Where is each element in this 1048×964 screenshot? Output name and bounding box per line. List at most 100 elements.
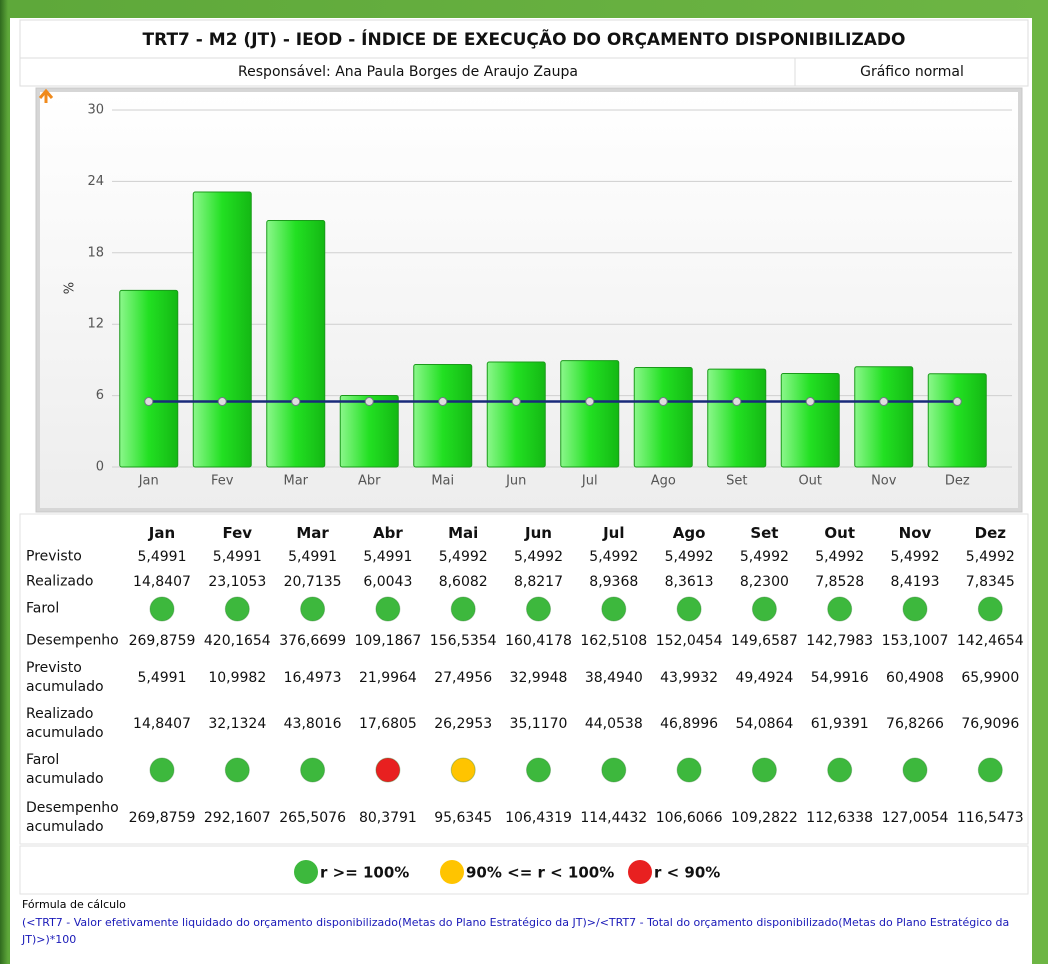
line-point xyxy=(732,397,742,407)
column-header: Dez xyxy=(974,524,1006,542)
page-title: TRT7 - M2 (JT) - IEOD - ÍNDICE DE EXECUÇ… xyxy=(143,27,906,50)
line-point xyxy=(291,397,301,407)
cell: 109,2822 xyxy=(730,810,798,826)
cell: 162,5108 xyxy=(580,633,648,649)
cell: 269,8759 xyxy=(128,810,196,826)
cell: 61,9391 xyxy=(810,716,869,732)
cell: 156,5354 xyxy=(429,633,497,649)
responsible: Responsável: Ana Paula Borges de Araujo … xyxy=(238,64,578,80)
cell: 16,4973 xyxy=(283,670,342,686)
x-tick-label: Mar xyxy=(283,474,308,489)
cell: 109,1867 xyxy=(354,633,422,649)
cell: 269,8759 xyxy=(128,633,196,649)
cell: 38,4940 xyxy=(584,670,643,686)
cell: 60,4908 xyxy=(886,670,944,686)
cell: 5,4991 xyxy=(288,549,338,565)
cell: 5,4991 xyxy=(212,549,262,565)
formula-text: (<TRT7 - Valor efetivamente liquidado do… xyxy=(22,916,1010,946)
status-light xyxy=(751,757,777,783)
cell: 153,1007 xyxy=(881,633,949,649)
status-light xyxy=(977,757,1003,783)
x-tick-label: Mai xyxy=(431,474,454,489)
column-header: Jun xyxy=(525,524,552,542)
x-tick-label: Dez xyxy=(945,474,970,489)
cell: 8,8217 xyxy=(514,574,563,590)
bar xyxy=(339,395,399,468)
cell: 152,0454 xyxy=(655,633,723,649)
row-label: Previsto xyxy=(26,548,82,565)
cell: 35,1170 xyxy=(509,716,568,732)
cell: 65,9900 xyxy=(961,670,1020,686)
column-header: Set xyxy=(750,524,779,542)
column-header: Ago xyxy=(672,524,706,542)
cell: 8,3613 xyxy=(664,574,714,590)
cell: 6,0043 xyxy=(363,574,413,590)
view-box[interactable] xyxy=(794,57,1029,87)
status-light xyxy=(224,596,250,622)
cell: 5,4992 xyxy=(815,549,865,565)
status-light xyxy=(601,596,627,622)
cell: 149,6587 xyxy=(730,633,798,649)
x-tick-label: Ago xyxy=(651,474,676,489)
view-mode[interactable]: Gráfico normal xyxy=(860,64,964,80)
row-label: Desempenho acumulado xyxy=(26,800,119,835)
status-light xyxy=(450,596,476,622)
cell: 10,9982 xyxy=(208,670,267,686)
x-tick-label: Jan xyxy=(138,474,159,489)
x-tick-label: Fev xyxy=(211,474,234,489)
cell: 116,5473 xyxy=(956,810,1024,826)
cell: 76,9096 xyxy=(961,716,1020,732)
column-header: Fev xyxy=(222,524,253,542)
legend-label: r < 90% xyxy=(654,864,720,882)
cell: 142,7983 xyxy=(806,633,874,649)
bar xyxy=(780,373,840,468)
status-light xyxy=(300,596,326,622)
status-light xyxy=(676,596,702,622)
y-axis-label: % xyxy=(63,282,78,294)
y-tick-label: 30 xyxy=(87,103,104,118)
bar xyxy=(927,373,987,468)
cell: 95,6345 xyxy=(434,810,493,826)
legend-light xyxy=(440,860,464,884)
bar xyxy=(266,220,326,468)
x-tick-label: Jul xyxy=(581,474,598,489)
status-light xyxy=(526,596,551,622)
status-light xyxy=(827,596,853,622)
line-point xyxy=(805,397,815,407)
cell: 265,5076 xyxy=(279,810,346,826)
bar xyxy=(633,367,693,468)
cell: 106,6066 xyxy=(655,810,723,826)
cell: 5,4992 xyxy=(589,549,639,565)
status-light xyxy=(149,596,175,622)
status-light xyxy=(375,757,401,783)
cell: 5,4992 xyxy=(890,549,940,565)
up-arrow-icon[interactable] xyxy=(38,88,54,103)
cell: 127,0054 xyxy=(881,810,949,826)
line-point xyxy=(217,397,227,407)
legend-light xyxy=(294,860,318,884)
y-tick-label: 24 xyxy=(87,174,104,189)
line-point xyxy=(438,397,448,407)
cell: 14,8407 xyxy=(133,574,191,590)
cell: 8,4193 xyxy=(890,574,940,590)
row-label: Desempenho xyxy=(26,632,119,649)
row-label: Farol acumulado xyxy=(26,752,104,787)
x-tick-label: Jun xyxy=(505,474,526,489)
cell: 17,6805 xyxy=(358,716,417,732)
bar xyxy=(560,360,620,468)
cell: 8,9368 xyxy=(589,574,639,590)
cell: 5,4991 xyxy=(137,549,187,565)
cell: 44,0538 xyxy=(584,716,643,732)
cell: 20,7135 xyxy=(283,574,342,590)
x-tick-label: Abr xyxy=(358,474,381,489)
status-light xyxy=(827,757,853,783)
cell: 80,3791 xyxy=(358,810,417,826)
cell: 43,8016 xyxy=(283,716,342,732)
cell: 376,6699 xyxy=(279,633,346,649)
line-point xyxy=(364,397,374,407)
bar xyxy=(413,364,473,468)
cell: 106,4319 xyxy=(505,810,572,826)
cell: 21,9964 xyxy=(358,670,417,686)
